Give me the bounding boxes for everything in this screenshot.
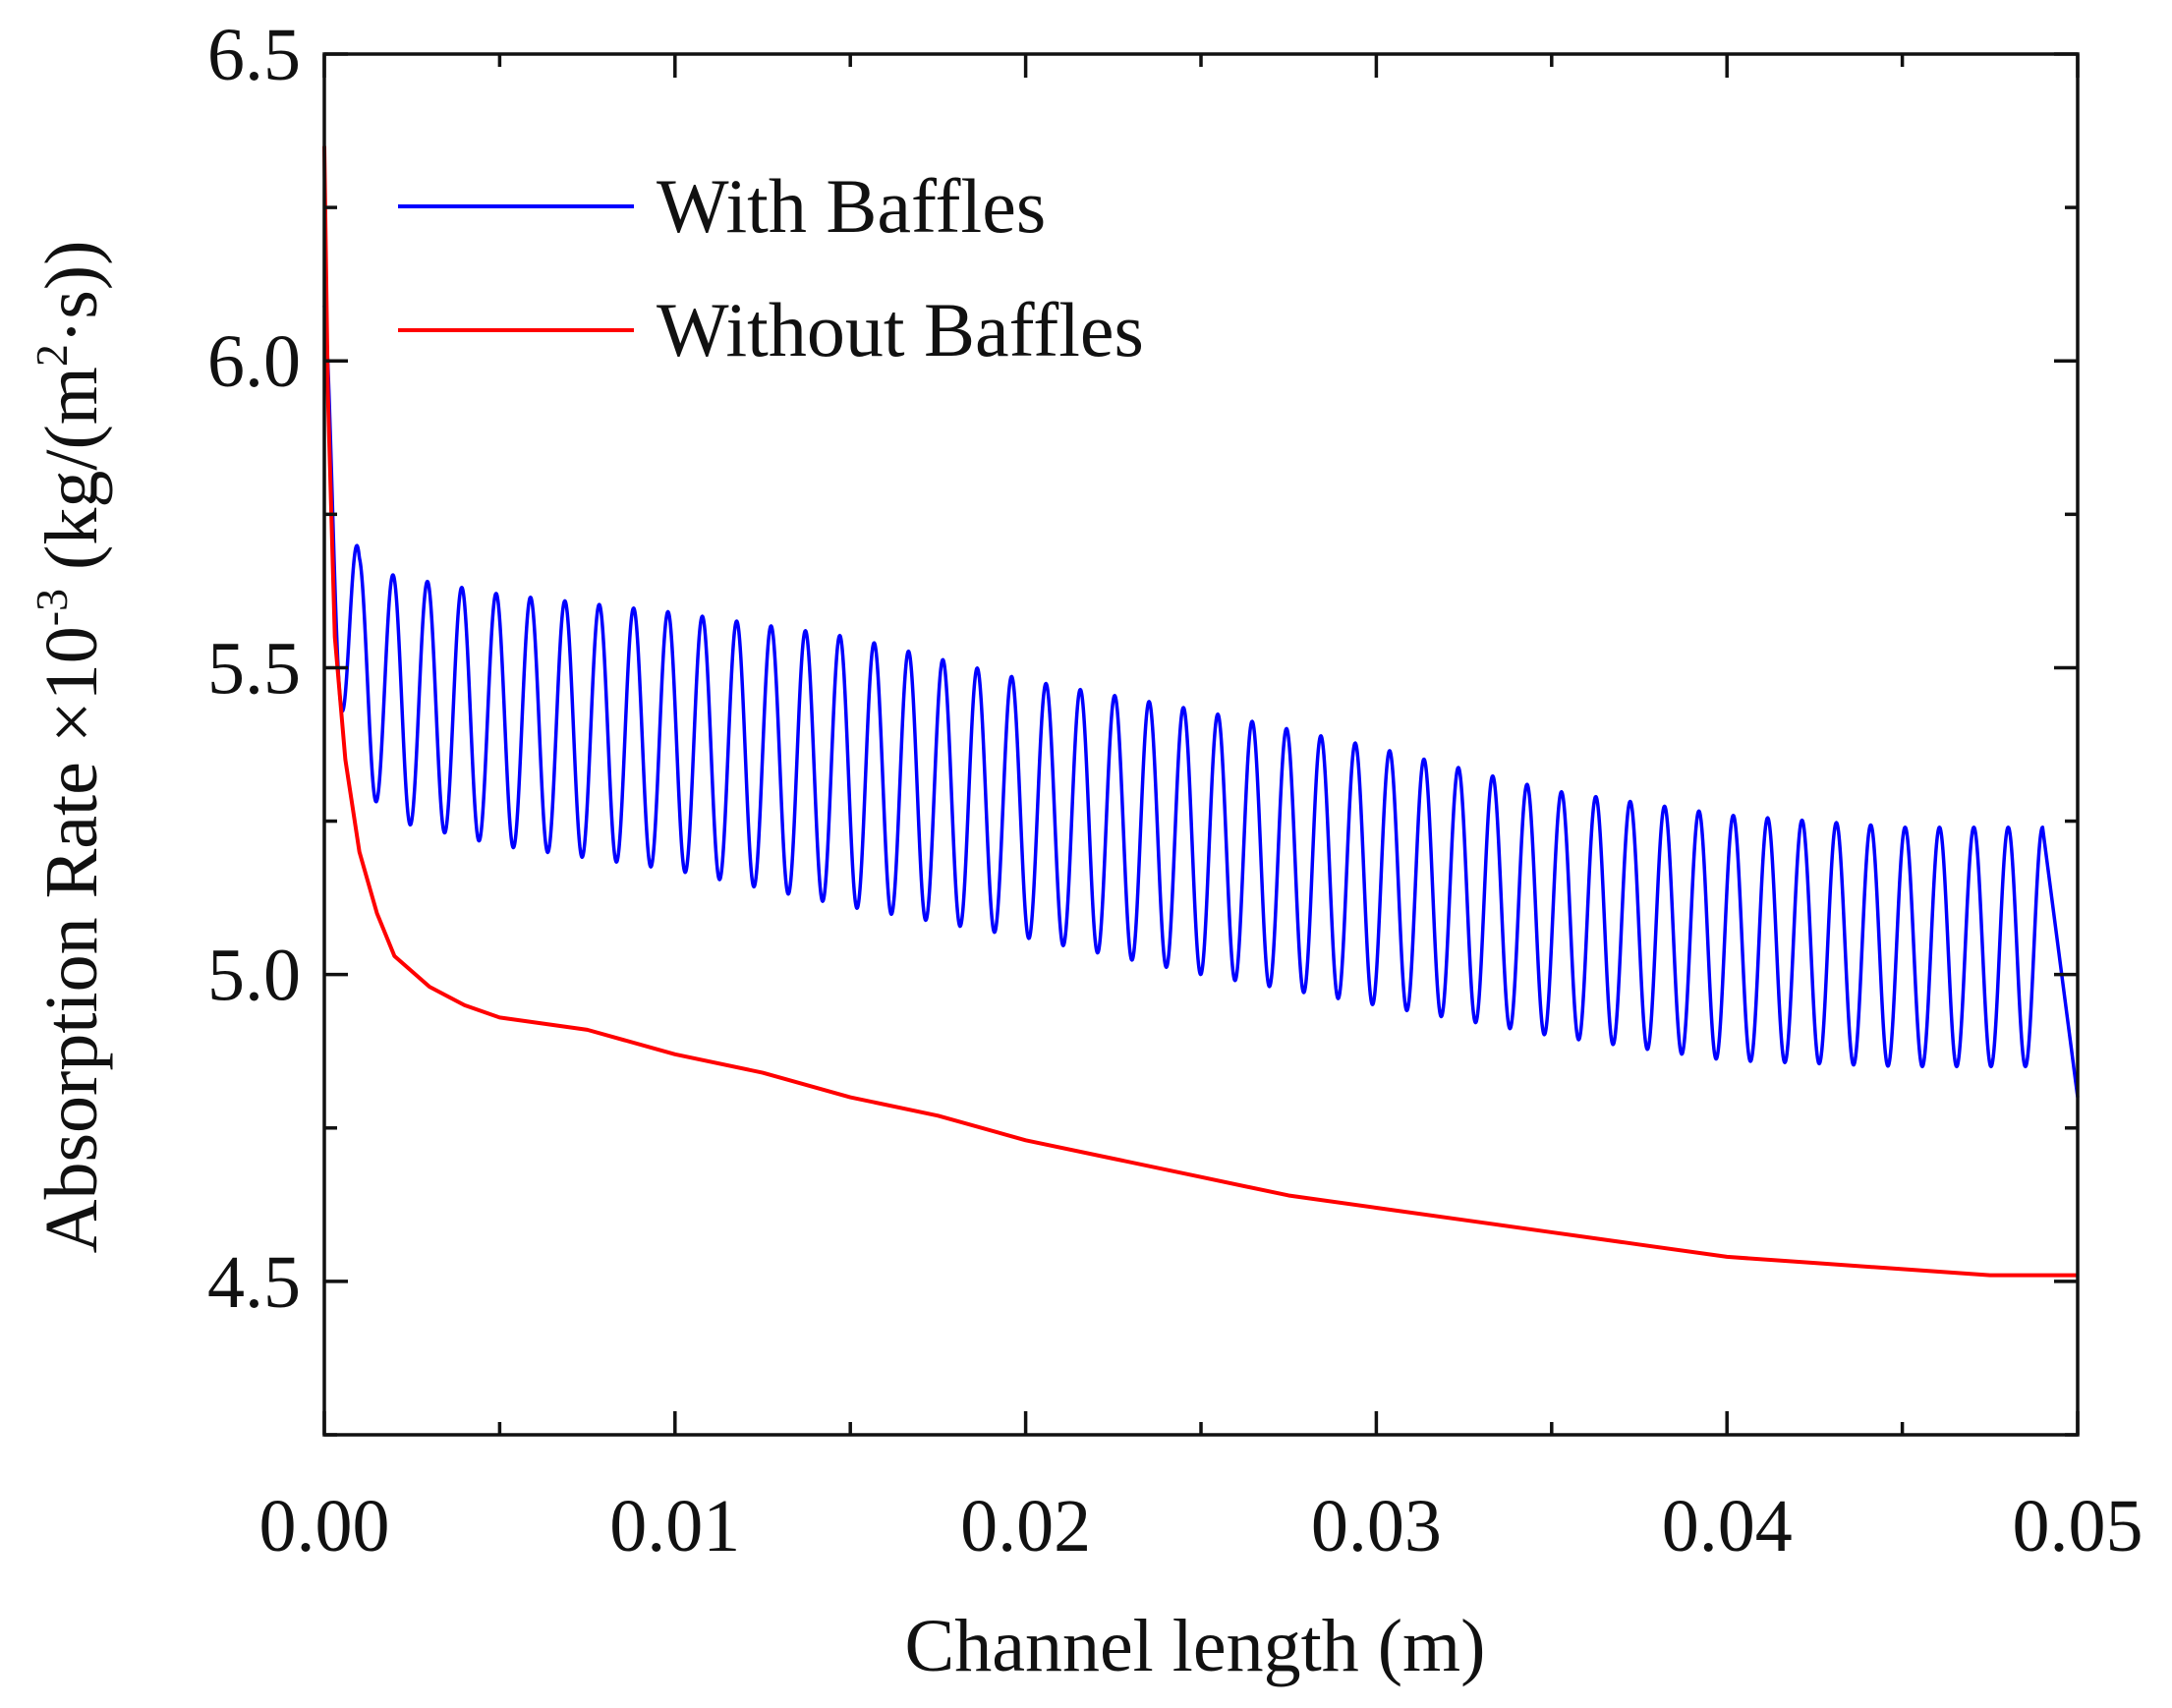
series-line-with-baffles (322, 305, 2080, 1098)
x-tick-label: 0.00 (259, 1485, 390, 1567)
y-axis-title-suffix: ·s)) (30, 241, 113, 345)
y-axis-title-middle: (kg/(m (30, 367, 113, 589)
y-tick-label: 6.5 (207, 14, 301, 96)
x-axis-title: Channel length (m) (905, 1605, 1486, 1687)
series-line-without-baffles (322, 145, 2078, 1278)
y-axis-title-exponent: -3 (27, 589, 77, 626)
x-tick-label: 0.01 (609, 1485, 740, 1567)
legend-label-without-baffles: Without Baffles (657, 287, 1144, 372)
series-layer (322, 145, 2080, 1278)
x-tick-label: 0.04 (1662, 1485, 1793, 1567)
y-axis-title: Absorption Rate ×10-3 (kg/(m2·s)) (27, 241, 113, 1254)
legend: With Baffles Without Baffles (398, 163, 1144, 372)
y-axis-ticks (324, 52, 2078, 1437)
y-tick-label: 6.0 (207, 320, 301, 403)
y-axis-title-prefix: Absorption Rate ×10 (30, 626, 113, 1253)
legend-label-with-baffles: With Baffles (657, 163, 1046, 249)
y-tick-label: 4.5 (207, 1241, 301, 1324)
x-axis-ticks (322, 54, 2080, 1435)
x-axis-tick-labels: 0.00 0.01 0.02 0.03 0.04 0.05 (259, 1485, 2143, 1567)
y-axis-title-unit-exponent: 2 (27, 344, 77, 367)
y-axis-tick-labels: 4.5 5.0 5.5 6.0 6.5 (207, 14, 301, 1324)
y-tick-label: 5.5 (207, 627, 301, 710)
y-tick-label: 5.0 (207, 935, 301, 1017)
x-tick-label: 0.02 (960, 1485, 1091, 1567)
x-tick-label: 0.05 (2013, 1485, 2143, 1567)
x-tick-label: 0.03 (1311, 1485, 1442, 1567)
